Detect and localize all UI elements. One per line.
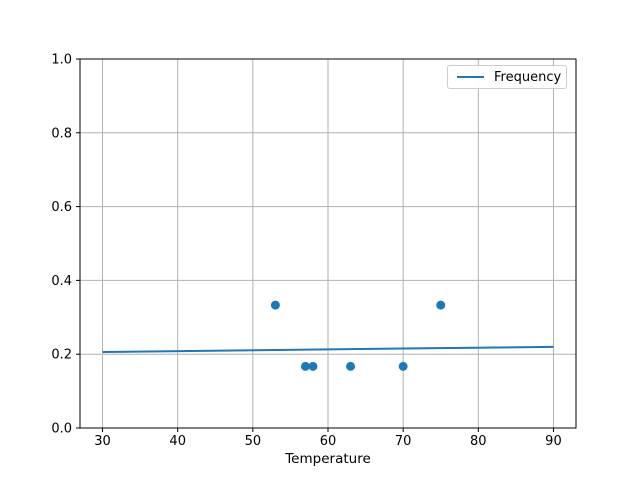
x-tick-label: 80: [470, 434, 487, 449]
x-tick-label: 90: [545, 434, 562, 449]
x-tick-label: 50: [245, 434, 262, 449]
x-tick-label: 70: [395, 434, 412, 449]
y-tick-label: 0.0: [51, 422, 72, 437]
legend-entry-label: Frequency: [494, 69, 562, 85]
x-tick-label: 60: [320, 434, 337, 449]
y-tick-label: 0.4: [51, 274, 72, 289]
x-tick-label: 30: [94, 434, 111, 449]
x-tick-label: 40: [169, 434, 186, 449]
x-axis-label: Temperature: [285, 451, 371, 467]
data-point: [270, 300, 280, 310]
legend-line-sample: [457, 76, 484, 78]
legend: Frequency: [447, 65, 567, 89]
data-point: [300, 361, 310, 371]
data-point: [346, 361, 356, 371]
y-tick-label: 0.2: [51, 348, 72, 363]
y-tick-label: 0.8: [51, 126, 72, 141]
y-tick-label: 1.0: [51, 53, 72, 68]
data-point: [436, 300, 446, 310]
data-point: [308, 361, 318, 371]
trend-line: [102, 345, 554, 353]
y-tick-label: 0.6: [51, 200, 72, 215]
data-point: [398, 361, 408, 371]
